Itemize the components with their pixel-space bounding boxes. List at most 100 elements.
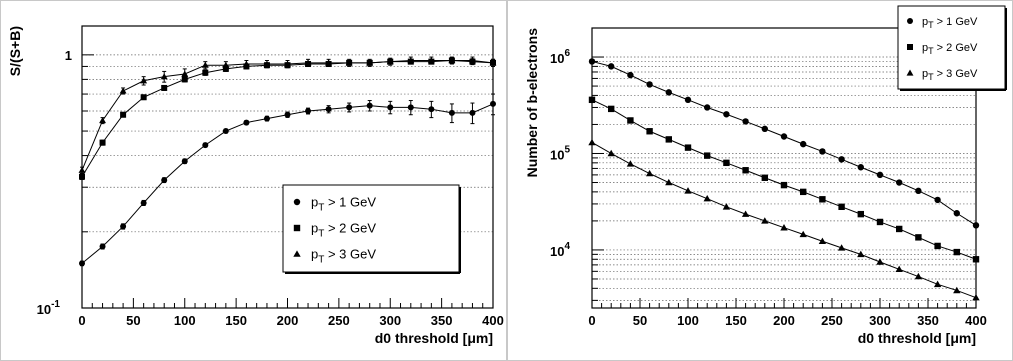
legend-entry-label: pT > 3 GeV xyxy=(311,247,376,266)
data-point xyxy=(915,187,922,195)
legend-label-subscript: T xyxy=(318,203,324,214)
data-point xyxy=(181,70,189,77)
data-point xyxy=(346,104,353,111)
data-point xyxy=(222,128,229,135)
data-point xyxy=(722,203,731,210)
y-tick-base: 10 xyxy=(550,51,564,66)
y-tick-label: 105 xyxy=(550,144,570,162)
x-axis-title-prefix: d0 threshold [ xyxy=(375,330,468,346)
data-point xyxy=(120,111,127,118)
x-tick-label: 400 xyxy=(965,313,987,328)
data-point xyxy=(895,265,903,273)
data-point xyxy=(627,117,634,124)
data-point xyxy=(608,63,615,70)
data-point xyxy=(263,115,270,122)
y-tick-exponent: -1 xyxy=(51,299,60,310)
data-point xyxy=(325,59,333,66)
x-axis-title-unit: μm xyxy=(950,330,971,346)
legend-label-p: p xyxy=(311,221,318,236)
x-tick-label: 350 xyxy=(917,313,939,328)
x-tick-label: 300 xyxy=(379,313,401,328)
x-tick-label: 150 xyxy=(225,313,247,328)
data-point xyxy=(243,119,250,126)
data-point xyxy=(742,118,749,125)
data-point xyxy=(79,260,85,267)
y-tick-label: 1 xyxy=(65,48,72,63)
data-point xyxy=(972,222,980,229)
legend-label-p: p xyxy=(311,195,318,210)
y-tick-base: 10 xyxy=(550,244,564,259)
data-point xyxy=(953,248,960,256)
legend-entry-label: pT > 3 GeV xyxy=(922,68,978,82)
x-tick-label: 250 xyxy=(328,313,350,328)
chart-left: 0 50 100 150 200 250 300 350 400 10-1 1 d0 threshol… xyxy=(0,0,507,361)
data-point xyxy=(588,58,596,65)
data-point xyxy=(837,244,846,251)
chart-panel-right: 0 50 100 150 200 250 300 350 400 104 105 106 d0 thre… xyxy=(507,0,1013,361)
legend-marker xyxy=(906,69,914,76)
y-tick-exponent: 6 xyxy=(564,48,570,59)
data-point xyxy=(140,77,148,84)
data-point xyxy=(838,203,845,211)
data-point xyxy=(608,105,615,113)
legend-entry-label: pT > 1 GeV xyxy=(922,16,978,30)
legend-label-subscript: T xyxy=(928,72,934,82)
data-point xyxy=(742,167,749,174)
data-point xyxy=(99,243,106,250)
data-point xyxy=(703,194,711,202)
data-point xyxy=(366,102,373,109)
data-point xyxy=(242,60,250,67)
data-point xyxy=(78,166,86,173)
data-point xyxy=(646,81,653,88)
y-tick-label: 10-1 xyxy=(37,299,61,317)
x-tick-label: 0 xyxy=(78,313,85,328)
data-point xyxy=(222,61,230,68)
data-point xyxy=(626,160,635,167)
data-point xyxy=(761,125,768,133)
x-tick-label: 350 xyxy=(431,313,453,328)
data-point xyxy=(819,148,826,155)
data-point xyxy=(607,149,615,157)
data-point xyxy=(325,106,332,113)
data-point xyxy=(305,108,312,115)
x-tick-label: 50 xyxy=(633,313,647,328)
data-point xyxy=(469,109,476,116)
data-point xyxy=(800,188,807,196)
data-point xyxy=(79,173,85,180)
y-tick-base: 10 xyxy=(550,147,564,162)
data-point xyxy=(934,242,941,250)
x-tick-label: 0 xyxy=(588,313,595,328)
legend-label-subscript: T xyxy=(318,229,324,240)
data-point xyxy=(119,87,127,94)
legend-marker xyxy=(907,44,913,50)
y-tick-base: 10 xyxy=(37,302,51,317)
data-point xyxy=(953,210,960,217)
data-point xyxy=(627,71,634,79)
legend-label-rest: > 1 GeV xyxy=(324,195,376,210)
data-point xyxy=(741,210,750,217)
x-axis: 0 50 100 150 200 250 300 350 400 xyxy=(78,298,504,328)
data-point xyxy=(780,181,788,189)
data-point xyxy=(645,169,654,177)
data-point xyxy=(202,69,209,76)
data-point xyxy=(284,60,291,67)
data-point xyxy=(933,280,942,288)
data-point xyxy=(120,223,127,230)
legend-label-rest: > 3 GeV xyxy=(934,68,978,80)
data-point xyxy=(160,73,168,80)
legend-label-p: p xyxy=(922,68,928,80)
data-point xyxy=(876,218,884,226)
data-point xyxy=(407,57,415,64)
x-axis-title-unit: μm xyxy=(467,330,488,346)
data-point xyxy=(448,109,455,116)
x-axis-title: d0 threshold [μm] xyxy=(858,330,976,346)
legend-entry-label: pT > 1 GeV xyxy=(311,195,376,214)
data-point xyxy=(896,179,903,186)
data-point xyxy=(876,258,884,265)
grid xyxy=(592,56,976,301)
data-point xyxy=(819,196,826,203)
x-tick-label: 150 xyxy=(725,313,747,328)
data-point xyxy=(780,224,788,231)
